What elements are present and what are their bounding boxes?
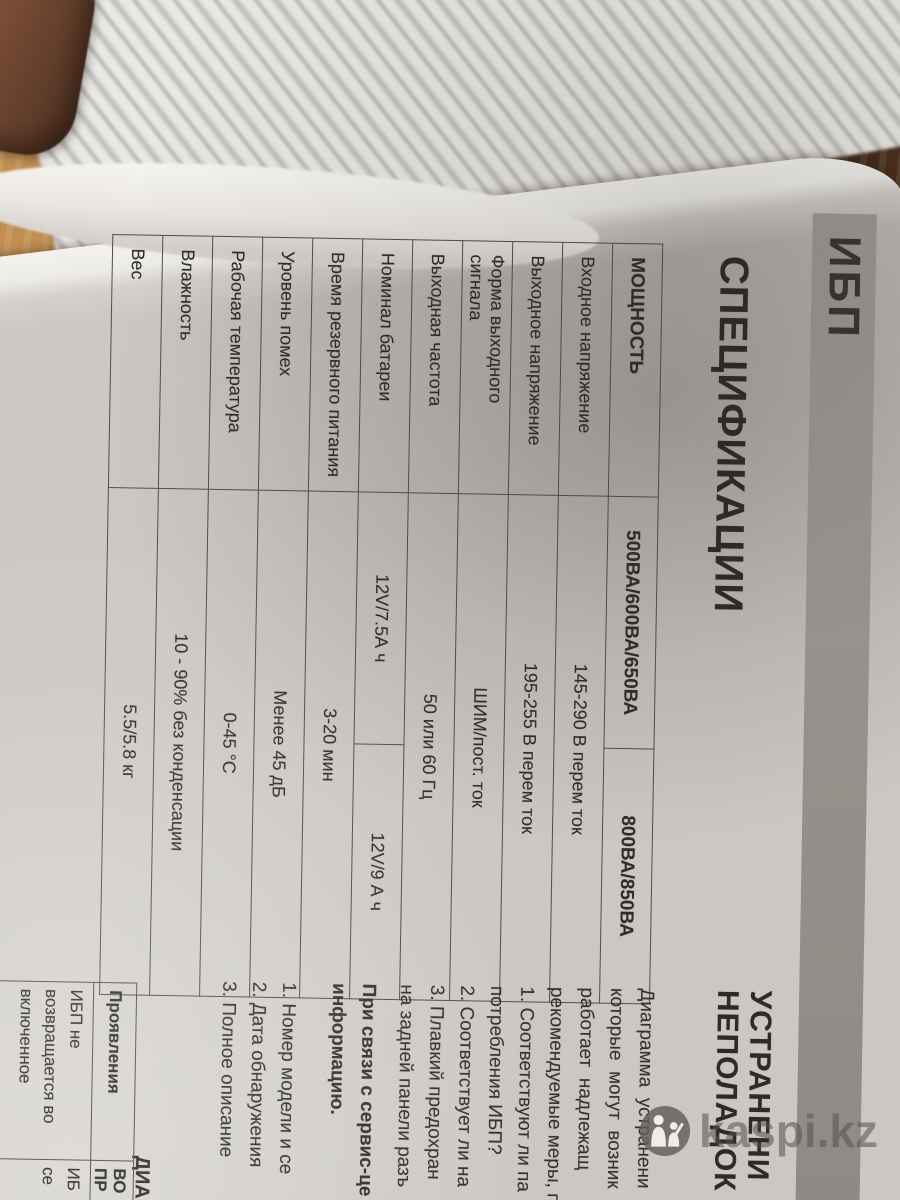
table-row: ИБП не возвращается во включенное ИБ се xyxy=(0,980,94,1200)
chapter-band: ИБП xyxy=(795,213,877,1200)
spec-label: Вес xyxy=(108,234,163,489)
spec-value: 800ВА/850ВА xyxy=(599,748,654,1005)
text-line: потребления ИБП? xyxy=(483,985,508,1155)
spec-value: 5.5/5.8 кг xyxy=(99,487,159,996)
spec-value: 12V/9 А ч xyxy=(349,743,404,1000)
text-line: на задней панели разъ xyxy=(392,984,418,1188)
troubleshooting-heading: УСТРАНЕНИ НЕПОЛАДОК xyxy=(706,989,778,1200)
text-line: 3. Плавкий предохран xyxy=(422,984,448,1180)
spec-label: Выходная частота xyxy=(408,239,463,494)
spec-label: Входное напряжение xyxy=(558,242,613,497)
troubleshooting-text: Диаграмма устранени которые могут возник… xyxy=(208,981,661,1200)
spec-value: 12V/7.5А ч xyxy=(353,491,409,745)
spec-label: Время резервного питания xyxy=(308,238,363,492)
text-line: 2. Соответствует ли на xyxy=(452,985,478,1188)
text-line: Диаграмма устранени xyxy=(632,988,658,1189)
troubleshooting-column: УСТРАНЕНИ НЕПОЛАДОК Диаграмма устранени к… xyxy=(215,981,778,1200)
spec-label: Номинал батареи xyxy=(358,238,413,493)
spec-value: 0-45 °C xyxy=(199,489,259,998)
symptoms-header: Проявления xyxy=(90,982,137,1162)
cause-cell-fragment: ИБ се xyxy=(0,1158,91,1200)
spec-label: Форма выходного сигнала xyxy=(458,240,513,495)
text-line: информацию. xyxy=(325,982,350,1116)
spec-value: 50 или 60 Гц xyxy=(399,492,459,1001)
symptoms-table: Проявления ВО ПР ИБП не возвращается во … xyxy=(0,980,137,1200)
spec-label: Уровень помех xyxy=(258,237,313,492)
document-title: ИБП xyxy=(818,235,870,341)
spec-value: 10 - 90% без конденсации xyxy=(149,488,209,997)
spec-label: Влажность xyxy=(158,235,213,490)
spec-value: 195-255 В перем ток xyxy=(499,494,559,1003)
text-line: 1. Соответствуют ли па xyxy=(512,986,538,1193)
table-row: Проявления ВО ПР xyxy=(85,982,137,1200)
kaspi-people-logo-icon xyxy=(640,1106,690,1156)
spec-label: МОЩНОСТЬ xyxy=(608,243,663,498)
spec-value: ШИМ/пост. ток xyxy=(449,493,509,1002)
text-line: рекомендуемые меры, п xyxy=(542,986,568,1200)
cause-header-fragment: ВО ПР xyxy=(85,1160,134,1200)
symptom-cell: ИБП не возвращается во включенное xyxy=(0,980,94,1161)
spec-label: Рабочая температура xyxy=(208,236,263,491)
text-line: работает надлежащ xyxy=(573,987,598,1171)
specifications-heading: СПЕЦИФИКАЦИИ xyxy=(705,255,757,614)
spec-value: 500ВА/600ВА/650ВА xyxy=(603,496,659,750)
text-line: 1. Номер модели и се xyxy=(274,982,300,1175)
spec-value: 145-290 В перем ток xyxy=(549,495,609,1004)
kaspi-watermark: kaspi.kz xyxy=(640,1106,878,1156)
spec-label: Выходное напряжение xyxy=(508,241,563,496)
text-line: 2. Дата обнаружения xyxy=(245,981,270,1168)
text-line: При связи с сервис-це xyxy=(354,983,380,1197)
kaspi-watermark-text: kaspi.kz xyxy=(699,1105,878,1157)
spec-value: Менее 45 дБ xyxy=(249,490,309,998)
heading-line2: НЕПОЛАДОК xyxy=(707,989,745,1192)
kaspi-logo-figures xyxy=(651,1114,684,1147)
spec-table: МОЩНОСТЬ 500ВА/600ВА/650ВА 800ВА/850ВА В… xyxy=(99,234,663,1005)
text-line: 3. Полное описание xyxy=(215,981,240,1158)
spec-value: 3-20 мин xyxy=(299,491,359,999)
text-line: которые могут возник xyxy=(602,987,628,1189)
